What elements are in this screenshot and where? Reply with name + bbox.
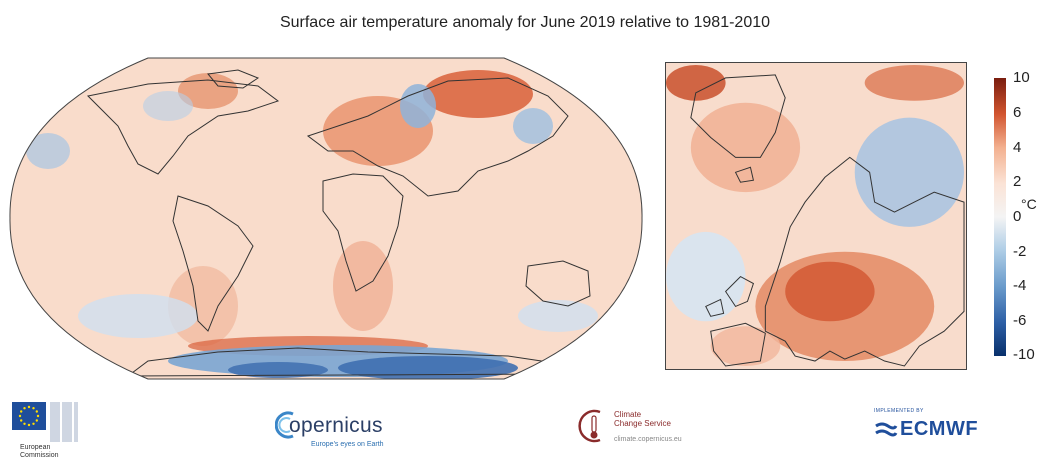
thermometer-icon <box>578 409 601 443</box>
colorbar-tick-label: -2 <box>1013 243 1027 260</box>
ecmwf-logo: IMPLEMENTED BY ECMWF <box>874 408 984 448</box>
footer-logos: European Commission opernicus Europe's e… <box>0 400 1050 460</box>
colorbar-tick-label: 0 <box>1013 208 1022 225</box>
copernicus-tagline: Europe's eyes on Earth <box>311 441 384 448</box>
world-anomaly-map <box>9 57 643 380</box>
ecmwf-wave-icon <box>875 422 898 437</box>
colorbar-tick-label: 4 <box>1013 139 1022 156</box>
c3s-url: climate.copernicus.eu <box>614 436 682 443</box>
ec-label-line1: European <box>20 444 51 451</box>
map-title: Surface air temperature anomaly for June… <box>279 14 771 31</box>
europe-anomaly-map <box>665 62 967 370</box>
ecmwf-wordmark: ECMWF <box>900 418 979 440</box>
copernicus-wordmark: opernicus <box>289 414 383 437</box>
c3s-label-line1: Climate <box>614 410 642 419</box>
colorbar-tick-label: -6 <box>1013 312 1027 329</box>
copernicus-logo: opernicus Europe's eyes on Earth <box>275 408 395 448</box>
colorbar-tick-label: 10 <box>1013 69 1030 86</box>
eu-flag-icon <box>12 402 78 442</box>
colorbar <box>994 78 1006 356</box>
colorbar-tick-label: 2 <box>1013 173 1022 190</box>
ecmwf-implemented-by: IMPLEMENTED BY <box>874 408 924 414</box>
colorbar-tick-label: -10 <box>1013 346 1035 363</box>
colorbar-tick-label: -4 <box>1013 277 1027 294</box>
copernicus-c-icon <box>275 411 294 439</box>
c3s-label-line2: Change Service <box>614 419 671 428</box>
colorbar-tick-label: 6 <box>1013 104 1022 121</box>
c3s-logo: Climate Change Service climate.copernicu… <box>578 408 688 452</box>
ec-label-line2: Commission <box>20 452 59 459</box>
colorbar-unit: °C <box>1021 196 1037 212</box>
european-commission-logo: European Commission <box>12 402 88 459</box>
